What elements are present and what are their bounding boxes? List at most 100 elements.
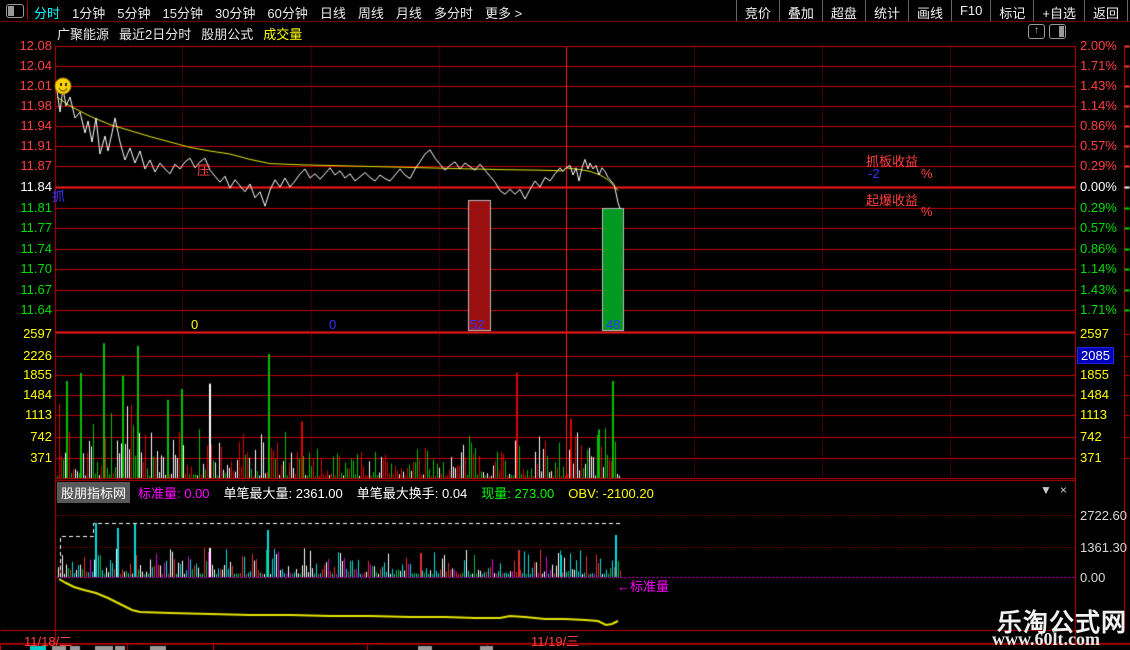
pct-axis-label-0.57%: 0.57% [1080,138,1117,153]
menu-item-周线[interactable]: 周线 [357,6,384,21]
menu-item-多分时[interactable]: 多分时 [433,6,473,21]
price-axis-label-11.84: 11.84 [20,179,52,194]
signal-zero-2: 0 [329,317,337,332]
pct-axis-label-2.00%: 2.00% [1080,38,1117,53]
pct-axis-label-0.86%: 0.86% [1080,118,1117,133]
vol-axis-left-1855: 1855 [23,367,52,382]
sub-axis-label-2722.60: 2722.60 [1080,508,1127,523]
pct-axis-label-1.71%: 1.71% [1080,58,1117,73]
pct-axis-label-0.57%: 0.57% [1080,220,1117,235]
indicator-label[interactable]: 成交量 [263,27,303,42]
stat-OBV: OBV: -2100.20 [568,486,654,501]
date-label-day1: 11/18/二 [24,634,73,649]
vol-axis-left-1113: 1113 [25,407,52,422]
toolbar-item-统计[interactable]: 统计 [864,0,908,21]
toolbar-item-+自选[interactable]: +自选 [1033,0,1084,21]
price-axis-label-11.87: 11.87 [20,158,52,173]
panel-layout-icon[interactable] [6,4,24,18]
vol-axis-left-2597: 2597 [23,326,52,341]
tool-menu: 竞价 叠加 超盘 统计 画线 F10 标记 +自选 返回 [735,0,1128,21]
toolbar-item-竞价[interactable]: 竞价 [735,0,779,21]
watermark-site-url: www.60lt.com [992,629,1100,649]
stat-现量: 现量: 273.00 [481,486,555,501]
date-label-day2: 11/19/三 [531,634,580,649]
vol-axis-right-1855: 1855 [1080,367,1109,382]
indicator-panel-controls: ▼× [1040,483,1075,497]
pct-axis-label-1.43%: 1.43% [1080,78,1117,93]
toolbar-item-F10[interactable]: F10 [950,0,990,21]
toolbar-item-返回[interactable]: 返回 [1083,0,1128,21]
menu-item-60分钟[interactable]: 60分钟 [267,6,308,21]
price-axis-label-11.77: 11.77 [20,220,52,235]
toolbar-item-画线[interactable]: 画线 [907,0,951,21]
chart-title-row: 广聚能源 最近2日分时 股朋公式 成交量 [57,24,312,43]
vol-axis-right-371: 371 [1080,450,1102,465]
current-volume-badge: 2085 [1077,347,1114,364]
menu-item-1分钟[interactable]: 1分钟 [72,6,106,21]
indicator-source-button[interactable]: 股朋指标网 [57,482,131,503]
price-axis-label-11.98: 11.98 [20,98,52,113]
pct-axis-label-0.29%: 0.29% [1080,200,1117,215]
menu-item-月线[interactable]: 月线 [395,6,422,21]
menu-item-5分钟[interactable]: 5分钟 [117,6,151,21]
indicator-dropdown-icon[interactable]: ▼ [1040,483,1060,497]
toolbar-item-叠加[interactable]: 叠加 [778,0,822,21]
indicator-stats: 标准量: 0.00 单笔最大量: 2361.00 单笔最大换手: 0.04 现量: 2… [138,483,668,502]
menu-item-30分钟[interactable]: 30分钟 [214,6,256,21]
vol-axis-right-1113: 1113 [1080,407,1107,422]
pct-axis-label-0.86%: 0.86% [1080,241,1117,256]
price-axis-label-11.74: 11.74 [20,241,52,256]
qibao-return-label: 起爆收益 [866,193,919,208]
indicator-close-icon[interactable]: × [1059,483,1075,497]
pct-axis-label-1.14%: 1.14% [1080,98,1117,113]
watermark-site-name: 乐淘公式网 [996,609,1127,637]
price-axis-label-11.81: 11.81 [20,200,52,215]
zhuaban-return-label: 抓板收益 [866,154,919,169]
vol-axis-right-742: 742 [1080,429,1102,444]
period-menu: 分时 1分钟 5分钟 15分钟 30分钟 60分钟 日线 周线 月线 多分时 更多 > [28,0,528,23]
price-axis-label-11.91: 11.91 [20,138,52,153]
indicator-panel-header: 股朋指标网 标准量: 0.00 单笔最大量: 2361.00 单笔最大换手: 0.0… [57,482,668,503]
toolbar-item-超盘[interactable]: 超盘 [821,0,865,21]
qibao-percent-sign: % [921,204,933,219]
pct-axis-label-1.14%: 1.14% [1080,261,1117,276]
price-axis-label-12.01: 12.01 [19,78,52,93]
pct-axis-label-1.71%: 1.71% [1080,302,1117,317]
price-axis-label-11.70: 11.70 [20,261,52,276]
price-axis-label-11.64: 11.64 [20,302,52,317]
signal-bar1-value: 52 [470,317,485,332]
stock-name: 广聚能源 [57,27,110,42]
grab-signal-mark: 抓 [52,189,66,204]
stat-单笔最大换手: 单笔最大换手: 0.04 [356,486,468,501]
price-axis-label-11.94: 11.94 [20,118,52,133]
period-label: 最近2日分时 [119,27,192,42]
vol-axis-left-371: 371 [30,450,52,465]
vol-axis-left-2226: 2226 [23,348,52,363]
sub-axis-label-0.00: 0.00 [1080,570,1106,585]
vol-axis-right-top: 2597 [1080,326,1109,341]
signal-bar2-value: 48 [606,317,621,332]
standard-volume-arrow-label: ←标准量 [617,579,670,594]
menu-item-15分钟[interactable]: 15分钟 [162,6,203,21]
stat-单笔最大量: 单笔最大量: 2361.00 [223,486,343,501]
vol-axis-left-742: 742 [30,429,52,444]
signal-zero-1: 0 [191,317,199,332]
menu-divider [27,1,28,20]
menu-item-日线[interactable]: 日线 [319,6,346,21]
pct-axis-label-0.29%: 0.29% [1080,158,1117,173]
formula-label[interactable]: 股朋公式 [201,27,254,42]
zhuaban-percent-sign: % [921,166,933,181]
stat-标准量: 标准量: 0.00 [138,486,210,501]
split-panel-icon[interactable] [1049,24,1066,39]
top-menu-bar: 分时 1分钟 5分钟 15分钟 30分钟 60分钟 日线 周线 月线 多分时 更多 > 竞价 叠加 超盘… [0,0,1130,21]
menu-item-分时[interactable]: 分时 [34,6,61,21]
pct-axis-label-0.00%: 0.00% [1080,179,1117,194]
menu-item-更多 >[interactable]: 更多 > [484,6,523,21]
expand-up-icon[interactable]: ↑ [1028,24,1045,39]
toolbar-item-标记[interactable]: 标记 [990,0,1033,21]
vol-axis-right-1484: 1484 [1080,387,1109,402]
pct-axis-label-1.43%: 1.43% [1080,282,1117,297]
pressure-mark: 压 [197,163,211,178]
